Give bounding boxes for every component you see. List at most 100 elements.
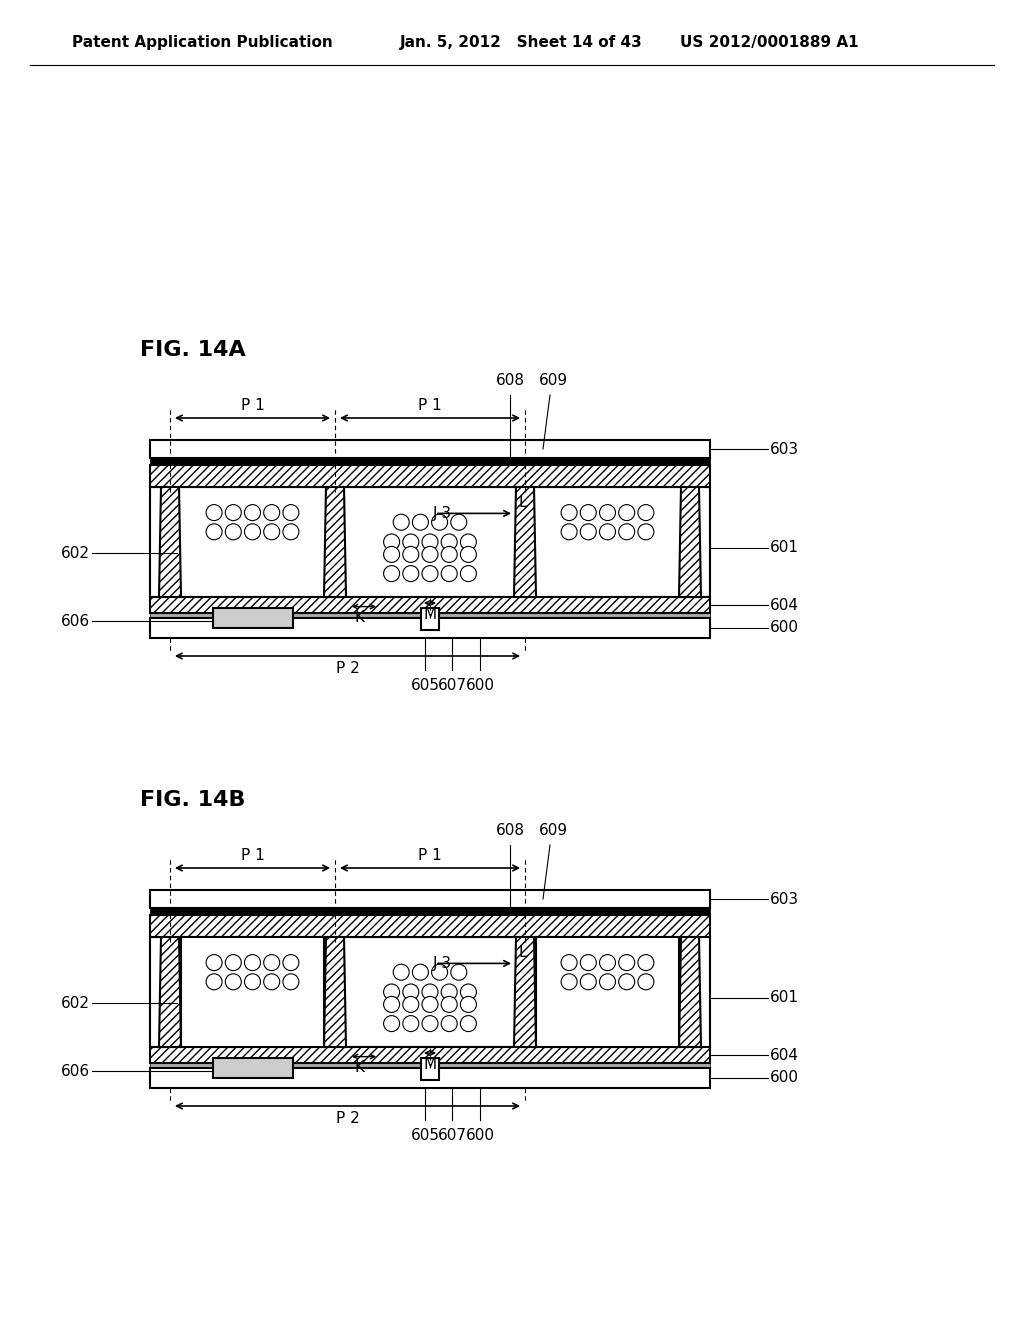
Text: K: K [354,610,364,624]
Text: 603: 603 [770,441,799,457]
Circle shape [422,535,438,550]
Text: L: L [518,945,526,961]
Bar [150,465,710,487]
Bar [150,612,710,618]
Circle shape [441,546,457,562]
Text: 600: 600 [466,678,495,693]
Bar [421,1059,439,1080]
Text: 607: 607 [437,1129,467,1143]
Bar [181,937,324,1047]
Circle shape [422,997,438,1012]
Circle shape [422,565,438,582]
Circle shape [638,974,654,990]
Circle shape [225,504,242,520]
Circle shape [264,524,280,540]
Circle shape [384,546,399,562]
Bar [150,440,710,458]
Circle shape [451,964,467,981]
Polygon shape [514,487,536,597]
Circle shape [581,524,596,540]
Bar [536,937,679,1047]
Text: US 2012/0001889 A1: US 2012/0001889 A1 [680,34,859,49]
Polygon shape [324,937,346,1047]
Circle shape [206,954,222,970]
Circle shape [561,954,578,970]
Bar [150,487,710,597]
Circle shape [384,565,399,582]
Circle shape [581,954,596,970]
Circle shape [599,524,615,540]
Circle shape [441,983,457,1001]
Circle shape [402,997,419,1012]
Circle shape [245,504,260,520]
Circle shape [618,954,635,970]
Circle shape [599,974,615,990]
Circle shape [402,565,419,582]
Text: 604: 604 [770,1048,799,1063]
Polygon shape [324,487,346,597]
Bar [536,937,679,1047]
Text: K: K [354,1060,364,1074]
Circle shape [561,524,578,540]
Text: FIG. 14B: FIG. 14B [140,789,246,810]
Circle shape [264,954,280,970]
Circle shape [402,1015,419,1032]
Circle shape [451,515,467,531]
Polygon shape [679,487,701,597]
Text: P 1: P 1 [241,847,264,863]
Circle shape [599,954,615,970]
Circle shape [638,524,654,540]
Circle shape [225,524,242,540]
Circle shape [461,1015,476,1032]
Text: M: M [424,607,436,622]
Bar [150,937,710,1047]
Circle shape [206,974,222,990]
Circle shape [422,546,438,562]
Circle shape [245,524,260,540]
Circle shape [561,974,578,990]
Circle shape [225,954,242,970]
Circle shape [618,524,635,540]
Text: 609: 609 [539,374,567,388]
Text: FIG. 14A: FIG. 14A [140,341,246,360]
Circle shape [581,974,596,990]
Text: 602: 602 [61,545,90,561]
Circle shape [441,535,457,550]
Circle shape [402,546,419,562]
Circle shape [461,535,476,550]
Circle shape [461,997,476,1012]
Circle shape [441,565,457,582]
Circle shape [225,974,242,990]
Text: Patent Application Publication: Patent Application Publication [72,34,333,49]
Circle shape [206,524,222,540]
Circle shape [245,954,260,970]
Circle shape [413,964,428,981]
Bar [421,609,439,630]
Text: 600: 600 [770,1071,799,1085]
Bar [150,1063,710,1068]
Circle shape [206,504,222,520]
Circle shape [638,504,654,520]
Text: 602: 602 [61,995,90,1011]
Circle shape [618,504,635,520]
Circle shape [461,565,476,582]
Circle shape [431,515,447,531]
Text: 603: 603 [770,891,799,907]
Text: 609: 609 [539,822,567,838]
Circle shape [283,504,299,520]
Circle shape [431,964,447,981]
Circle shape [599,504,615,520]
Text: P 2: P 2 [336,661,359,676]
Polygon shape [159,487,181,597]
Text: P 1: P 1 [241,399,264,413]
Circle shape [283,974,299,990]
Text: 600: 600 [466,1129,495,1143]
Circle shape [441,1015,457,1032]
Text: 606: 606 [60,1064,90,1078]
Bar [150,597,710,612]
Bar [213,1059,293,1078]
Circle shape [384,997,399,1012]
Bar [150,890,710,908]
Circle shape [283,524,299,540]
Bar [150,1068,710,1088]
